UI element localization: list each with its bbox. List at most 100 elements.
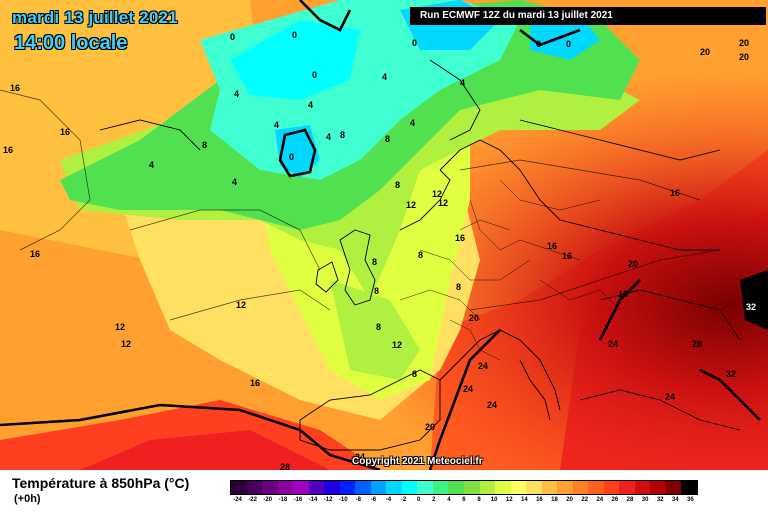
map-label: 12 bbox=[432, 189, 442, 199]
map-label: 4 bbox=[382, 72, 387, 82]
legend-swatch bbox=[650, 481, 666, 494]
map-label: 16 bbox=[10, 83, 20, 93]
legend-tick-label: 36 bbox=[687, 497, 694, 503]
map-label: 16 bbox=[547, 241, 557, 251]
legend-tick-label: -16 bbox=[293, 497, 303, 503]
run-info-bar: Run ECMWF 12Z du mardi 13 juillet 2021 bbox=[410, 7, 766, 25]
map-label: 12 bbox=[406, 200, 416, 210]
legend-labels: -24 -22 -20 -18 -16 -14 -12 -10 -8 -6 -4 -2 0 2 4 6 8 10 1… bbox=[230, 495, 698, 505]
legend-tick-label: -6 bbox=[370, 497, 377, 503]
map-label: 12 bbox=[115, 322, 125, 332]
legend-swatch bbox=[231, 481, 247, 494]
map-title: Température à 850hPa (°C) bbox=[12, 475, 190, 491]
legend-swatch bbox=[262, 481, 278, 494]
map-label: 4 bbox=[410, 118, 415, 128]
map-label: 12 bbox=[438, 198, 448, 208]
map-label: 0 bbox=[230, 32, 235, 42]
legend-tick-label: -18 bbox=[278, 497, 288, 503]
legend-tick-label: -24 bbox=[233, 497, 242, 503]
map-label: 8 bbox=[418, 250, 423, 260]
forecast-local-time: 14:00 locale bbox=[14, 32, 128, 54]
map-label: 4 bbox=[232, 177, 237, 187]
map-label: 4 bbox=[326, 132, 331, 142]
field-south-core bbox=[80, 430, 330, 470]
map-label: 4 bbox=[308, 100, 313, 110]
isotherm-labels: 0 0 0 0 0 0 0 4 4 4 4 4 4 4 4 4 8 8 8 8 … bbox=[3, 30, 756, 470]
map-label: 32 bbox=[726, 369, 736, 379]
legend-tick-label: 20 bbox=[566, 497, 573, 503]
legend-tick-label: -4 bbox=[385, 497, 392, 503]
map-label: 16 bbox=[618, 289, 628, 299]
legend-tick-label: 16 bbox=[536, 497, 543, 503]
legend-swatch bbox=[634, 481, 651, 494]
map-label: 12 bbox=[121, 339, 131, 349]
map-label: 8 bbox=[376, 322, 381, 332]
legend-tick-label: 12 bbox=[505, 497, 513, 503]
map-label: 4 bbox=[234, 89, 239, 99]
map-label: 0 bbox=[292, 30, 297, 40]
map-label: 20 bbox=[469, 313, 479, 323]
map-label: 12 bbox=[392, 340, 402, 350]
map-label: 8 bbox=[412, 369, 417, 379]
legend-swatch bbox=[495, 481, 511, 494]
map-label: 4 bbox=[274, 120, 279, 130]
legend-swatch bbox=[588, 481, 604, 494]
legend-swatch bbox=[293, 481, 309, 494]
legend-swatch bbox=[479, 481, 496, 494]
map-label: 8 bbox=[374, 286, 379, 296]
isotherms-bold bbox=[0, 0, 761, 470]
map-label: 8 bbox=[385, 134, 390, 144]
map-label: 16 bbox=[3, 145, 13, 155]
map-label: 20 bbox=[739, 52, 749, 62]
legend-tick-label: 26 bbox=[611, 497, 619, 503]
map-label: 20 bbox=[700, 47, 710, 57]
legend-tick-label: 28 bbox=[626, 497, 634, 503]
map-label: 0 bbox=[312, 70, 317, 80]
field-lightgreen-south bbox=[330, 280, 420, 380]
map-label: 16 bbox=[60, 127, 70, 137]
legend-swatch bbox=[603, 481, 620, 494]
map-label: 0 bbox=[536, 39, 541, 49]
legend-tick-label: 10 bbox=[490, 497, 498, 503]
map-label: 8 bbox=[340, 130, 345, 140]
legend-swatch bbox=[510, 481, 527, 494]
legend-tick-label: 24 bbox=[596, 497, 604, 503]
legend-tick-label: -10 bbox=[338, 497, 348, 503]
legend-tick-label: 8 bbox=[477, 497, 481, 503]
legend-tick-label: 32 bbox=[656, 497, 664, 503]
legend-tick-label: -12 bbox=[323, 497, 333, 503]
map-label: 8 bbox=[395, 180, 400, 190]
forecast-offset: (+0h) bbox=[14, 493, 41, 505]
map-label: 16 bbox=[562, 251, 572, 261]
map-label: 4 bbox=[149, 160, 154, 170]
legend-swatch bbox=[277, 481, 294, 494]
legend-tick-label: 2 bbox=[432, 497, 436, 503]
legend-swatch bbox=[526, 481, 542, 494]
legend-swatch bbox=[448, 481, 464, 494]
map-label: 24 bbox=[478, 361, 488, 371]
map-label: 8 bbox=[372, 257, 377, 267]
map-label: 20 bbox=[739, 38, 749, 48]
legend-tick-label: 30 bbox=[641, 497, 649, 503]
map-label: 16 bbox=[250, 378, 260, 388]
temperature-map: 0 0 0 0 0 0 0 4 4 4 4 4 4 4 4 4 8 8 8 8 … bbox=[0, 0, 768, 470]
run-info-text: Run ECMWF 12Z du mardi 13 juillet 2021 bbox=[420, 10, 613, 21]
legend-swatch bbox=[432, 481, 449, 494]
map-label: 24 bbox=[487, 400, 497, 410]
field-cold-north bbox=[230, 20, 360, 100]
map-label: 24 bbox=[463, 384, 473, 394]
map-label: 24 bbox=[608, 339, 618, 349]
map-label: 8 bbox=[456, 282, 461, 292]
map-label: 20 bbox=[628, 259, 638, 269]
map-label: 28 bbox=[692, 339, 702, 349]
legend-tick-label: 18 bbox=[551, 497, 558, 503]
legend-swatch bbox=[370, 481, 387, 494]
legend-tick-label: 6 bbox=[462, 497, 466, 503]
map-label: 16 bbox=[670, 188, 680, 198]
legend-swatch bbox=[541, 481, 558, 494]
map-label: 28 bbox=[280, 462, 290, 470]
field-cold-east bbox=[530, 15, 600, 60]
map-label: 4 bbox=[460, 78, 465, 88]
legend-swatch bbox=[463, 481, 480, 494]
legend-tick-label: -8 bbox=[355, 497, 361, 503]
